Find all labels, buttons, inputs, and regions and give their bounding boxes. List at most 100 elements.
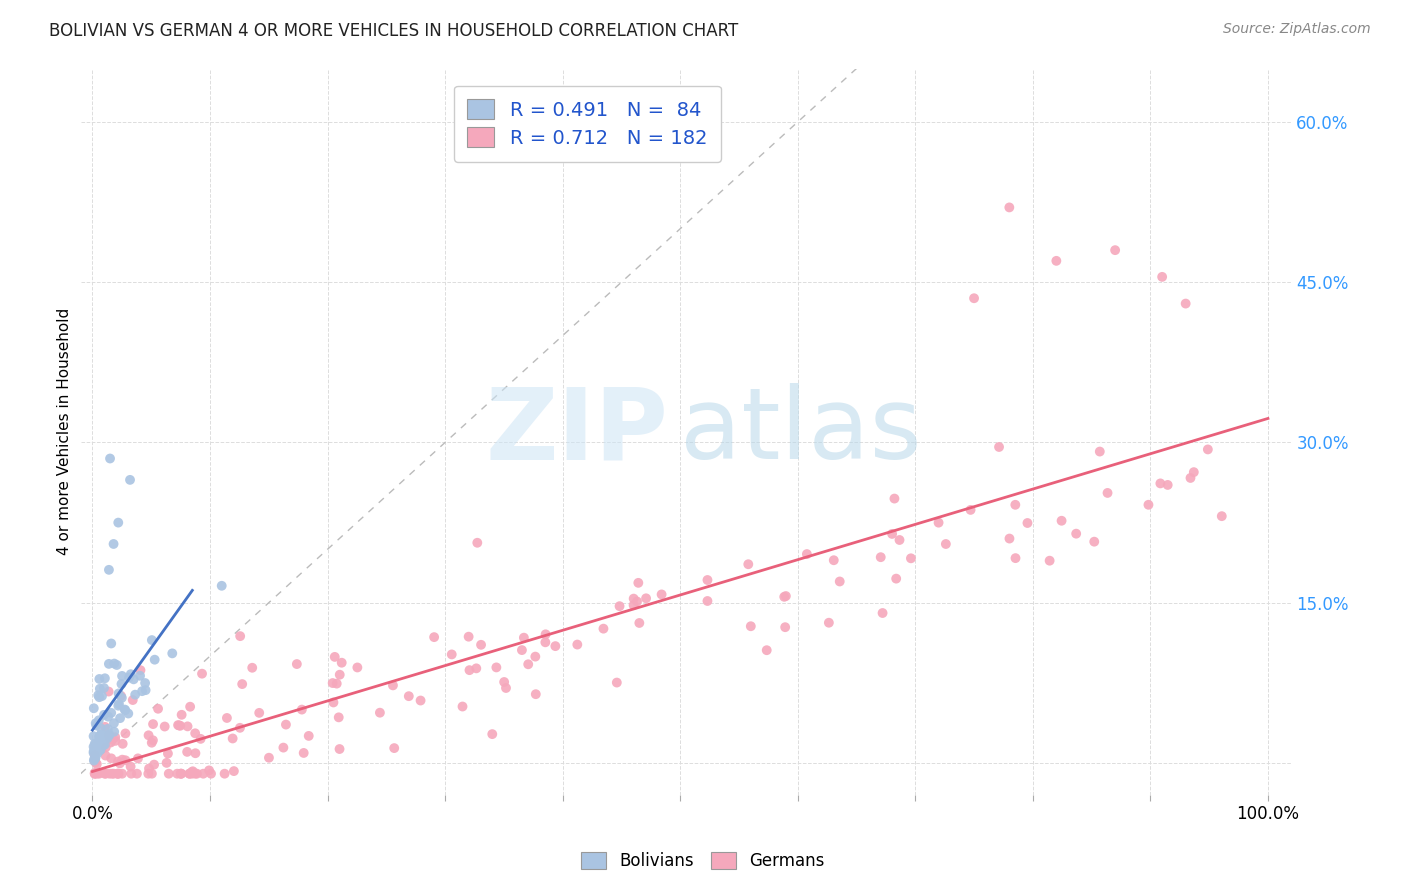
Point: [823, 553, 845, 567]
Point: [89, 730, 111, 744]
Point: [423, 630, 446, 644]
Point: [169, 719, 191, 733]
Point: [100, 706, 122, 720]
Point: [872, 606, 894, 620]
Point: [485, 660, 508, 674]
Point: [107, 686, 129, 700]
Point: [382, 741, 405, 756]
Point: [91, 739, 114, 753]
Point: [323, 649, 346, 664]
Point: [103, 716, 125, 731]
Point: [869, 550, 891, 565]
Point: [184, 766, 207, 780]
Point: [465, 535, 488, 549]
Point: [84, 750, 107, 764]
Point: [1097, 486, 1119, 500]
Point: [97, 728, 120, 742]
Point: [346, 660, 368, 674]
Point: [143, 757, 166, 772]
Point: [146, 702, 169, 716]
Point: [274, 717, 297, 731]
Point: [111, 766, 134, 780]
Point: [89, 739, 111, 753]
Point: [129, 663, 152, 677]
Point: [1180, 471, 1202, 485]
Point: [900, 551, 922, 566]
Point: [609, 599, 631, 614]
Point: [1064, 526, 1087, 541]
Point: [273, 740, 295, 755]
Point: [457, 630, 479, 644]
Point: [114, 702, 136, 716]
Point: [83, 729, 105, 743]
Point: [141, 736, 163, 750]
Point: [191, 666, 214, 681]
Point: [118, 473, 141, 487]
Point: [544, 639, 567, 653]
Point: [170, 707, 193, 722]
Point: [86, 746, 108, 760]
Point: [84, 736, 107, 750]
Point: [97, 684, 120, 698]
Point: [1017, 516, 1039, 530]
Point: [83, 766, 105, 780]
Point: [107, 755, 129, 769]
Point: [120, 766, 142, 780]
Point: [90, 736, 112, 750]
Point: [190, 731, 212, 746]
Point: [257, 750, 280, 764]
Point: [398, 689, 420, 703]
Point: [534, 627, 557, 641]
Point: [103, 724, 125, 739]
Point: [889, 533, 911, 547]
Point: [93, 766, 115, 780]
Point: [142, 717, 165, 731]
Point: [141, 766, 163, 780]
Point: [884, 572, 907, 586]
Point: [162, 646, 184, 660]
Point: [222, 764, 245, 778]
Point: [1157, 478, 1180, 492]
Point: [91, 689, 114, 703]
Point: [328, 710, 350, 724]
Point: [94, 738, 117, 752]
Point: [606, 675, 628, 690]
Point: [1149, 476, 1171, 491]
Point: [114, 753, 136, 767]
Point: [143, 653, 166, 667]
Point: [409, 693, 432, 707]
Point: [100, 735, 122, 749]
Point: [1004, 551, 1026, 566]
Point: [96, 731, 118, 746]
Point: [628, 615, 651, 630]
Point: [90, 722, 112, 736]
Point: [494, 675, 516, 690]
Point: [86, 718, 108, 732]
Point: [94, 671, 117, 685]
Point: [567, 638, 589, 652]
Point: [623, 598, 645, 612]
Point: [84, 756, 107, 770]
Point: [1039, 554, 1062, 568]
Point: [114, 703, 136, 717]
Point: [828, 574, 851, 589]
Point: [214, 766, 236, 780]
Point: [328, 742, 350, 756]
Point: [1050, 514, 1073, 528]
Point: [1174, 296, 1197, 310]
Point: [117, 706, 139, 721]
Point: [124, 688, 146, 702]
Point: [998, 532, 1021, 546]
Point: [141, 633, 163, 648]
Point: [93, 731, 115, 746]
Point: [110, 689, 132, 703]
Point: [322, 676, 344, 690]
Point: [186, 766, 208, 780]
Point: [98, 766, 121, 780]
Point: [90, 727, 112, 741]
Point: [97, 709, 120, 723]
Point: [107, 516, 129, 530]
Point: [101, 766, 124, 780]
Point: [105, 657, 128, 672]
Point: [156, 756, 179, 770]
